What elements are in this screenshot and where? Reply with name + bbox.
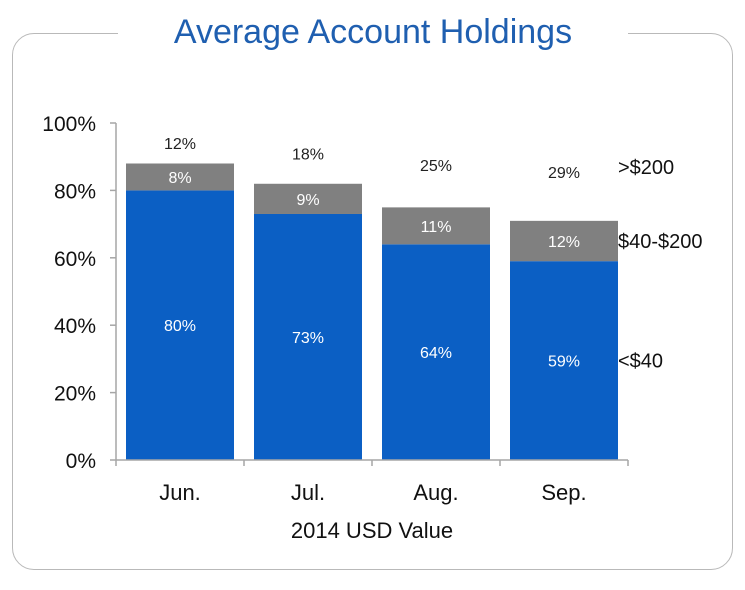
bar-segment-2-2 (254, 183, 362, 214)
labels-group: 80% 8% 12% Jun. 73% 9% 18% Jul. 64% 11% 25% Aug. 59%… (42, 113, 702, 543)
bar-segment-3-1 (126, 123, 234, 164)
y-tick-label-3: 40% (54, 315, 96, 338)
x-tick-label-3: Aug. (413, 480, 458, 505)
bar-segment-1-1 (126, 190, 234, 460)
legend-label-1: <$40 (618, 351, 663, 373)
bar-segment-2-3 (382, 207, 490, 245)
segment-label-2-2: 9% (296, 192, 319, 209)
segment-label-1-1: 80% (164, 318, 196, 335)
x-tick-label-4: Sep. (541, 480, 586, 505)
segment-label-2-3: 11% (421, 219, 452, 236)
segment-label-2-4: 12% (548, 234, 580, 251)
bar-segment-3-2 (254, 123, 362, 184)
legend-label-3: >$200 (618, 157, 674, 179)
bar-segment-1-2 (254, 213, 362, 460)
x-tick-label-2: Jul. (291, 480, 325, 505)
y-tick-label-6: 100% (42, 113, 96, 136)
bar-segment-1-4 (510, 261, 618, 460)
chart-title: Average Account Holdings (173, 12, 573, 51)
bar-segment-2-4 (510, 220, 618, 262)
segment-label-3-1: 12% (164, 136, 196, 153)
y-tick-label-5: 80% (54, 180, 96, 203)
axes-group (110, 122, 629, 466)
bar-segment-1-3 (382, 244, 490, 460)
segment-label-2-1: 8% (168, 170, 191, 187)
bar-segment-3-4 (510, 123, 618, 221)
legend-label-2: $40-$200 (618, 231, 703, 253)
bars-group (126, 123, 618, 460)
x-tick-label-1: Jun. (159, 480, 201, 505)
segment-label-3-2: 18% (292, 146, 324, 163)
segment-label-3-3: 25% (420, 158, 452, 175)
bar-segment-2-1 (126, 163, 234, 191)
bar-segment-3-3 (382, 123, 490, 208)
segment-label-1-4: 59% (548, 354, 580, 371)
chart-title-box: Average Account Holdings (118, 6, 628, 58)
y-tick-label-2: 20% (54, 383, 96, 406)
segment-label-1-3: 64% (420, 345, 452, 362)
segment-label-3-4: 29% (548, 165, 580, 182)
segment-label-1-2: 73% (292, 330, 324, 347)
y-tick-label-4: 60% (54, 248, 96, 271)
y-tick-label-1: 0% (66, 450, 96, 473)
x-axis-title: 2014 USD Value (291, 518, 453, 543)
